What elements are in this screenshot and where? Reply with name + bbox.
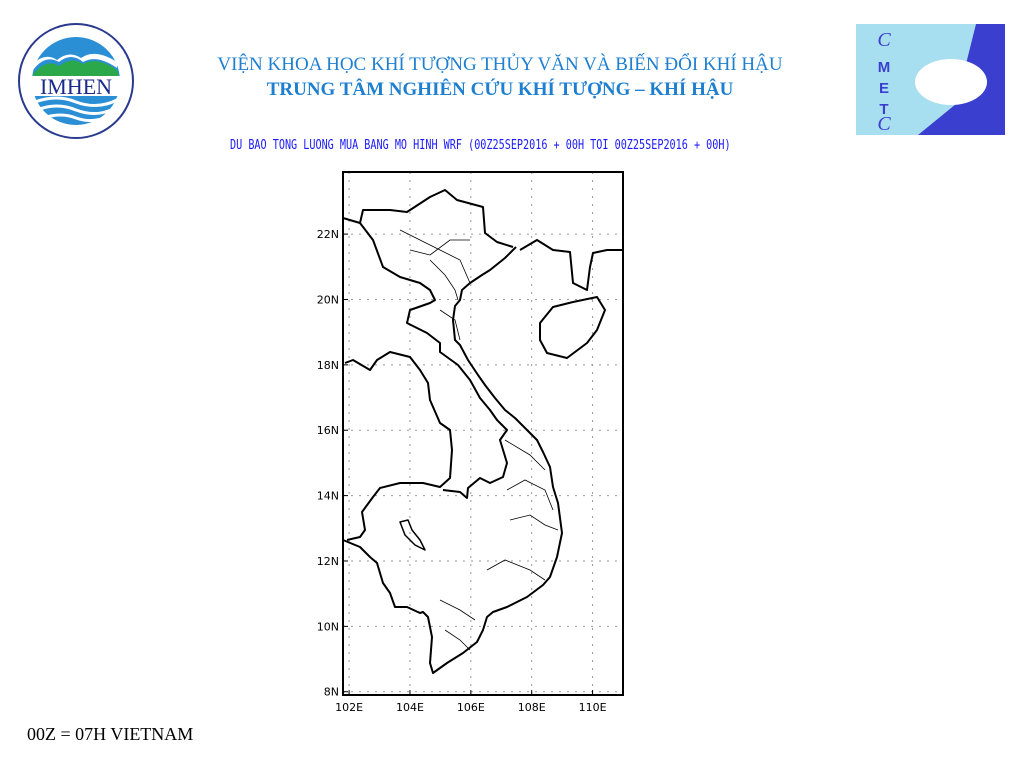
coastlines-borders: [342, 189, 622, 674]
lat-tick-label: 16N: [317, 424, 339, 437]
svg-text:T: T: [879, 101, 888, 118]
imhen-logo: IMHEN: [18, 23, 134, 139]
cmetc-logo: M E T C C: [856, 24, 1005, 135]
lat-axis: 22N 20N 18N 16N 14N 12N 10N 8N: [317, 228, 348, 699]
thailand-border: [344, 351, 453, 541]
svg-text:E: E: [879, 80, 889, 97]
vietnam-coastline: [342, 246, 563, 674]
lon-tick-label: 104E: [396, 701, 424, 714]
timezone-note: 00Z = 07H VIETNAM: [27, 724, 194, 744]
imhen-logo-text: IMHEN: [40, 74, 112, 99]
lon-tick-label: 108E: [518, 701, 546, 714]
china-border: [342, 189, 514, 248]
center-title: TRUNG TÂM NGHIÊN CỨU KHÍ TƯỢNG – KHÍ HẬU: [266, 79, 734, 100]
map-title: DU BAO TONG LUONG MUA BANG MO HINH WRF (…: [230, 138, 731, 153]
laos-border: [359, 222, 508, 499]
lon-tick-label: 106E: [457, 701, 485, 714]
svg-text:C: C: [877, 113, 891, 135]
lat-tick-label: 18N: [317, 359, 339, 372]
lat-tick-label: 10N: [317, 620, 339, 633]
tonle-sap-lake: [399, 519, 426, 551]
lat-tick-label: 8N: [324, 686, 339, 699]
hainan-island: [539, 296, 606, 359]
lon-tick-label: 110E: [579, 701, 607, 714]
lat-tick-label: 12N: [317, 555, 339, 568]
lat-tick-label: 22N: [317, 228, 339, 241]
lat-tick-label: 20N: [317, 293, 339, 306]
map-grid: [343, 172, 623, 695]
lon-tick-label: 102E: [335, 701, 363, 714]
map-frame: [342, 171, 624, 696]
institute-title: VIỆN KHOA HỌC KHÍ TƯỢNG THỦY VĂN VÀ BIẾN…: [217, 54, 783, 75]
china-coastline: [519, 239, 622, 291]
province-borders: [399, 229, 559, 651]
lat-tick-label: 14N: [317, 490, 339, 503]
lon-axis: 102E 104E 106E 108E 110E: [335, 690, 607, 714]
svg-text:C: C: [877, 29, 891, 51]
svg-text:M: M: [878, 59, 891, 76]
